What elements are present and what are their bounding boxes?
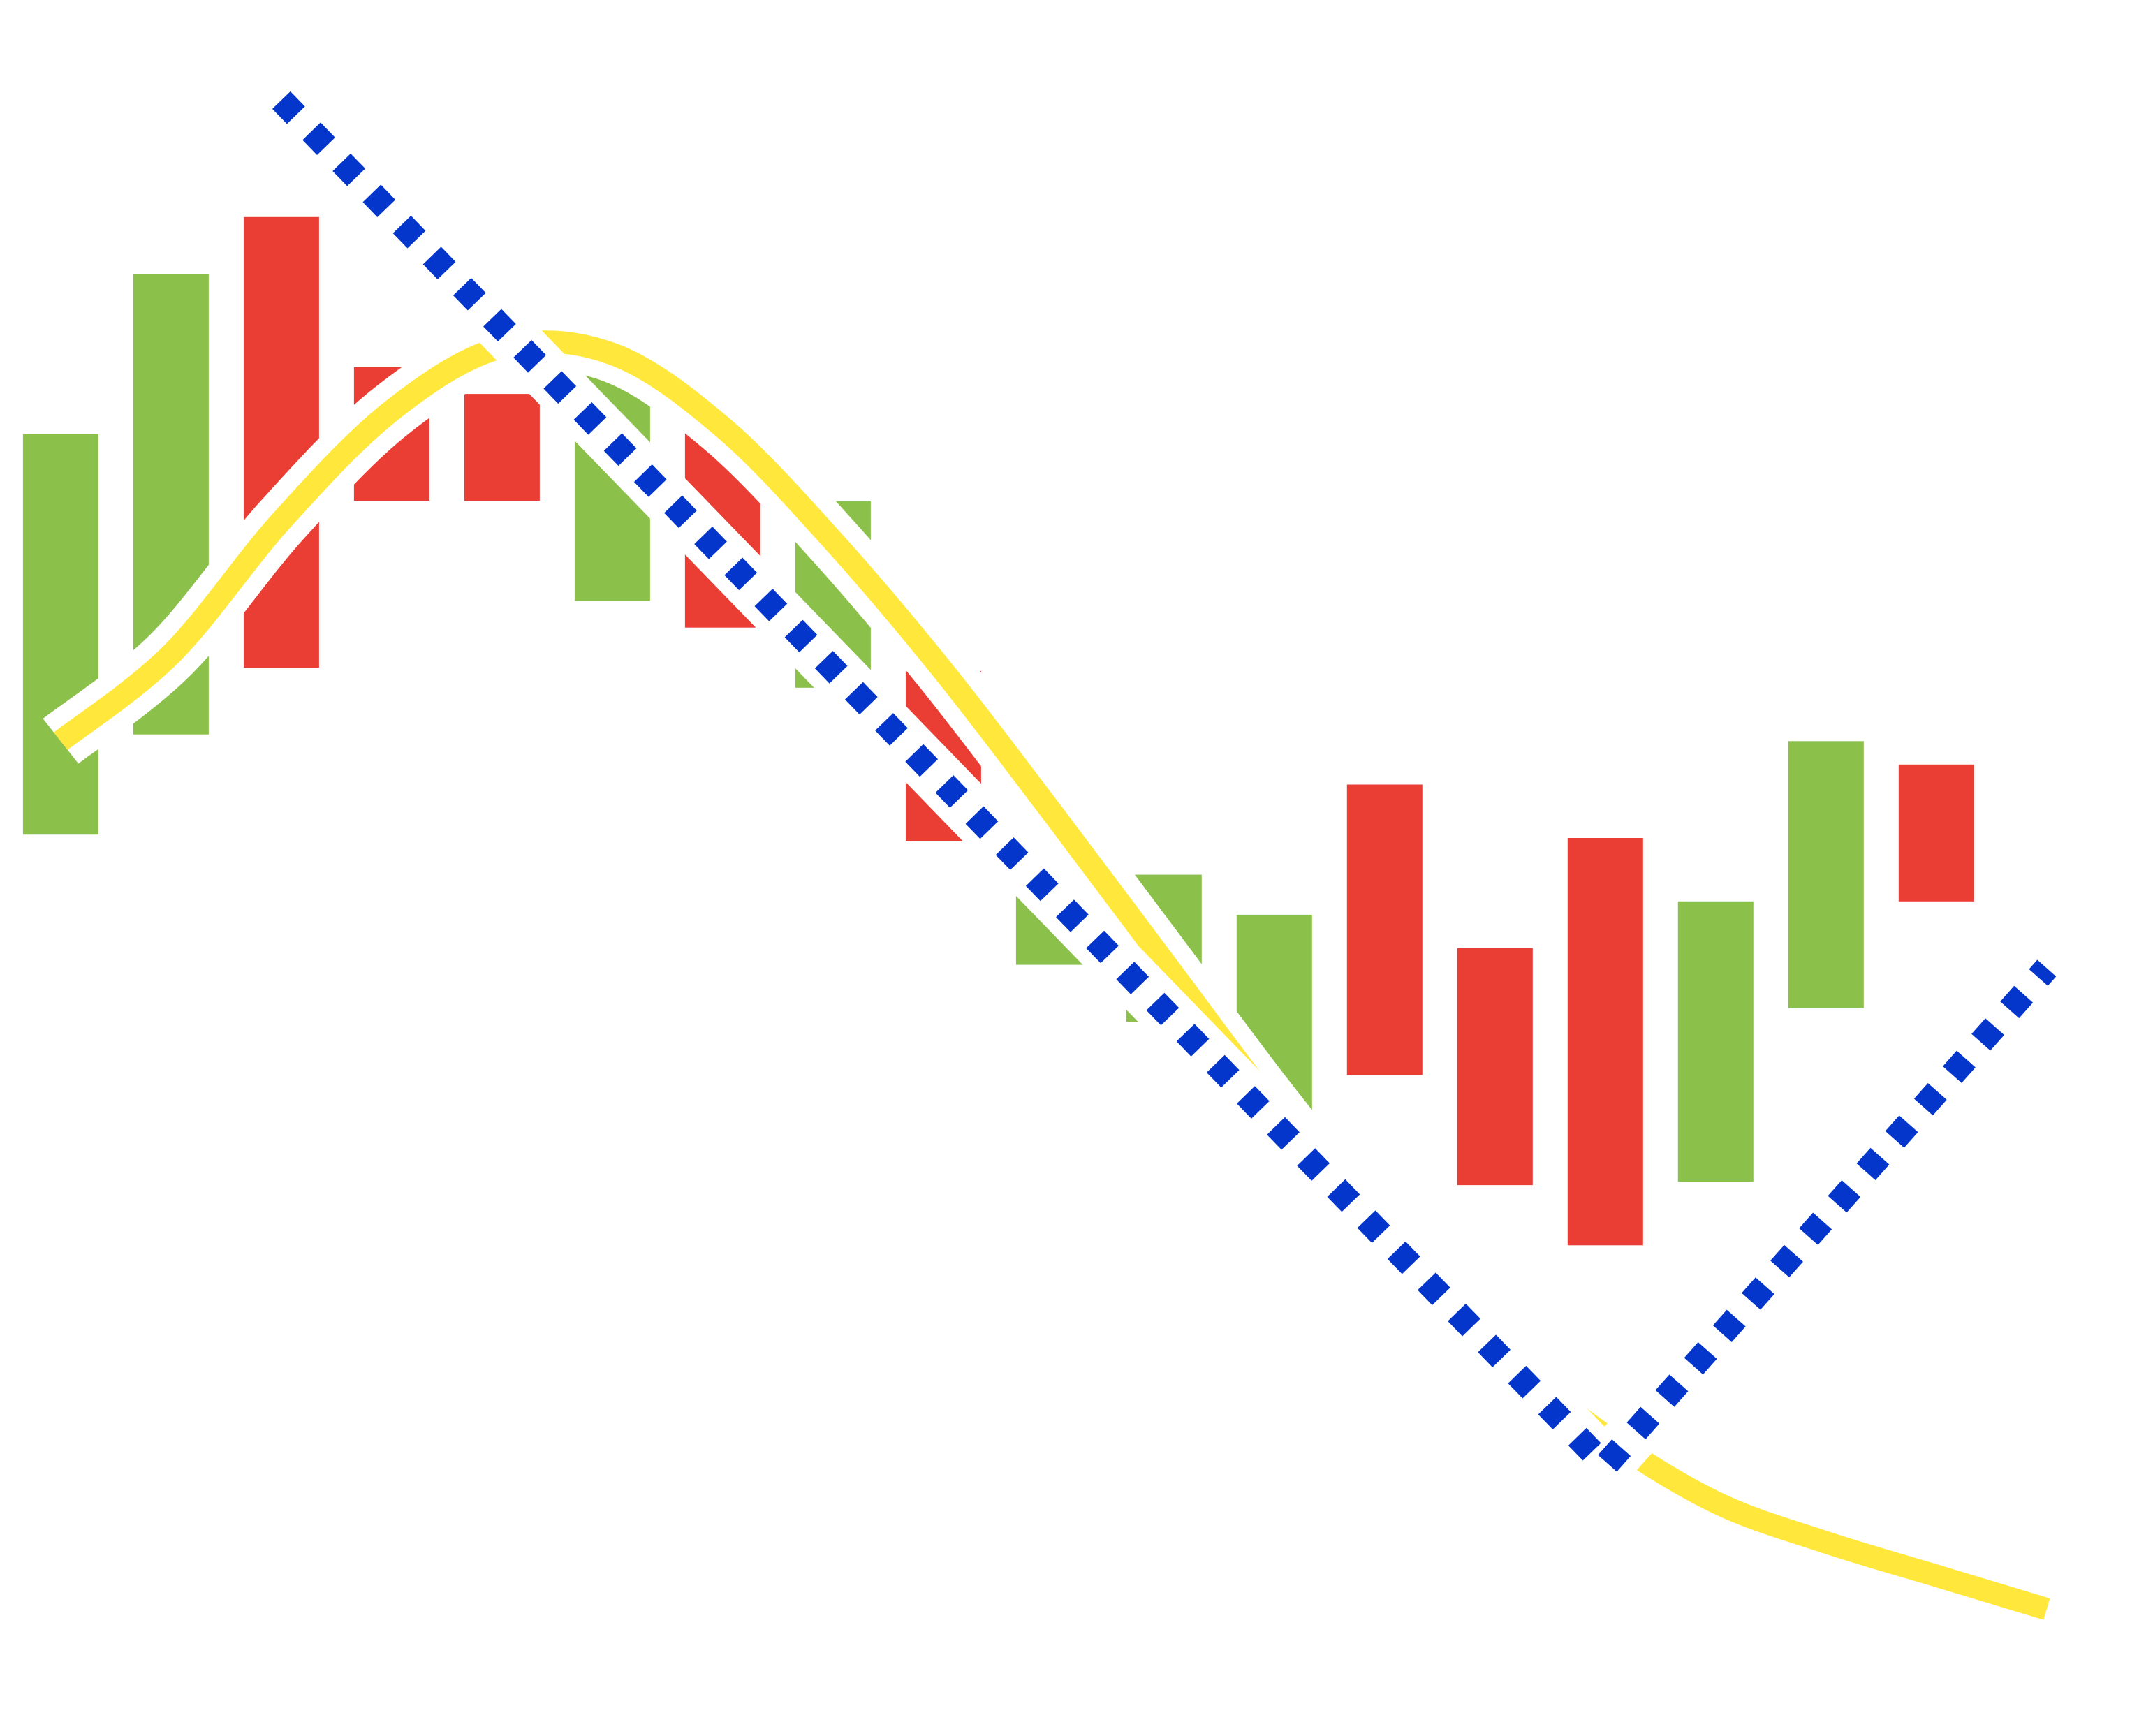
candle-green-17: [1788, 741, 1864, 1008]
candle-red-5: [464, 394, 540, 501]
candle-red-3: [243, 216, 319, 668]
moving-average-curve: [54, 330, 2050, 1620]
candle-red-14: [1457, 948, 1533, 1186]
lines-layer: [43, 81, 2067, 1637]
candle-red-15: [1567, 838, 1643, 1246]
candle-green-1: [22, 434, 98, 835]
trend-line-dashed: [272, 91, 2057, 1485]
candle-red-18: [1898, 764, 1974, 902]
candle-red-13: [1346, 784, 1423, 1075]
candle-green-16: [1677, 901, 1754, 1182]
